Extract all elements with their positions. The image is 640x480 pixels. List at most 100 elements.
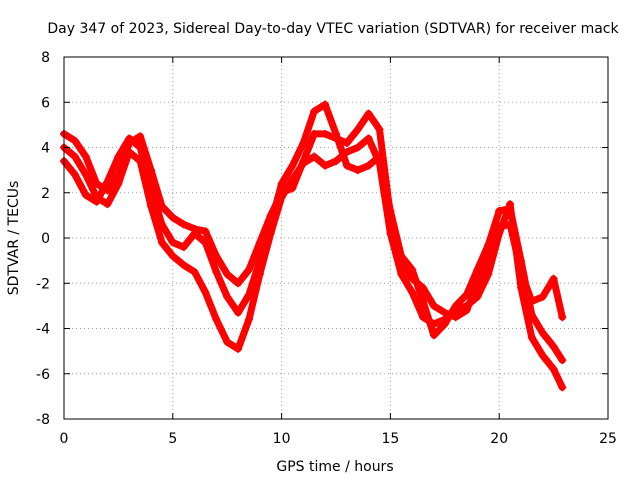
data-point [364, 109, 373, 118]
data-point [408, 288, 417, 297]
data-point [179, 243, 188, 252]
x-tick-label: 20 [490, 431, 508, 447]
data-point [462, 301, 471, 310]
data-point [538, 351, 547, 360]
x-tick-label: 5 [168, 431, 177, 447]
tick-labels: -8 -6 -4 -2 0 2 4 6 8 0 5 10 15 20 25 [36, 50, 617, 447]
data-point [212, 267, 221, 276]
axis-ticks [63, 56, 609, 420]
data-point [81, 152, 90, 161]
y-tick-label: 2 [41, 186, 50, 202]
data-point [429, 301, 438, 310]
data-point [157, 238, 166, 247]
x-tick-label: 15 [381, 431, 399, 447]
data-point [353, 125, 362, 134]
data-point [266, 229, 275, 238]
data-point [288, 161, 297, 170]
y-tick-label: 6 [41, 95, 50, 111]
data-point [516, 283, 525, 292]
y-tick-label: 4 [41, 141, 50, 157]
data-point [364, 134, 373, 143]
data-point [103, 200, 112, 209]
data-point [244, 315, 253, 324]
data-point [342, 148, 351, 157]
y-tick-label: -4 [36, 322, 50, 338]
data-point [190, 229, 199, 238]
data-point [179, 261, 188, 270]
data-point [201, 227, 210, 236]
data-point [70, 152, 79, 161]
data-point [125, 134, 134, 143]
data-point [70, 170, 79, 179]
data-point [190, 267, 199, 276]
data-point [462, 290, 471, 299]
data-point [321, 129, 330, 138]
data-point [147, 202, 156, 211]
data-point [103, 177, 112, 186]
data-point [136, 143, 145, 152]
data-point [81, 170, 90, 179]
data-point [168, 213, 177, 222]
data-point [375, 159, 384, 168]
data-point [321, 100, 330, 109]
data-point [527, 333, 536, 342]
y-axis-label: SDTVAR / TECUs [6, 181, 22, 296]
data-point [114, 152, 123, 161]
data-point [558, 383, 567, 392]
data-point [299, 138, 308, 147]
x-tick-label: 0 [60, 431, 69, 447]
data-point [277, 193, 286, 202]
data-point [429, 319, 438, 328]
x-axis-label: GPS time / hours [276, 459, 393, 475]
data-point [538, 329, 547, 338]
data-point [484, 240, 493, 249]
data-point [201, 238, 210, 247]
data-point [244, 265, 253, 274]
data-point [310, 107, 319, 116]
data-point [495, 229, 504, 238]
y-tick-label: -8 [36, 412, 50, 428]
data-point [451, 306, 460, 315]
data-point [310, 152, 319, 161]
data-point [332, 129, 340, 138]
data-point [70, 136, 79, 145]
data-point [558, 313, 567, 322]
data-point [212, 315, 221, 324]
data-point [277, 179, 286, 188]
data-point [353, 166, 362, 175]
y-tick-label: -6 [36, 367, 50, 383]
chart-title: Day 347 of 2023, Sidereal Day-to-day VTE… [47, 21, 619, 37]
data-point [342, 138, 351, 147]
data-point [255, 270, 264, 279]
data-point [484, 270, 493, 279]
data-point [440, 315, 449, 324]
data-point [342, 161, 351, 170]
data-point [234, 344, 243, 353]
data-point [549, 365, 558, 374]
plot-series [60, 100, 567, 392]
data-point [473, 292, 482, 301]
data-point [549, 342, 558, 351]
data-point [81, 191, 90, 200]
data-point [408, 265, 417, 274]
data-point [558, 356, 567, 365]
data-point [179, 220, 188, 229]
x-tick-label: 25 [599, 431, 617, 447]
data-point [419, 297, 428, 306]
data-point [114, 179, 123, 188]
data-point [234, 308, 243, 317]
data-point [223, 270, 232, 279]
data-point [473, 265, 482, 274]
data-point [549, 274, 558, 283]
data-point [364, 161, 373, 170]
data-point [495, 206, 504, 215]
y-tick-label: -2 [36, 276, 50, 292]
data-point [223, 338, 232, 347]
data-point [92, 193, 101, 202]
data-point [386, 229, 395, 238]
data-point [136, 132, 145, 141]
data-point [125, 148, 134, 157]
data-point [506, 200, 515, 209]
